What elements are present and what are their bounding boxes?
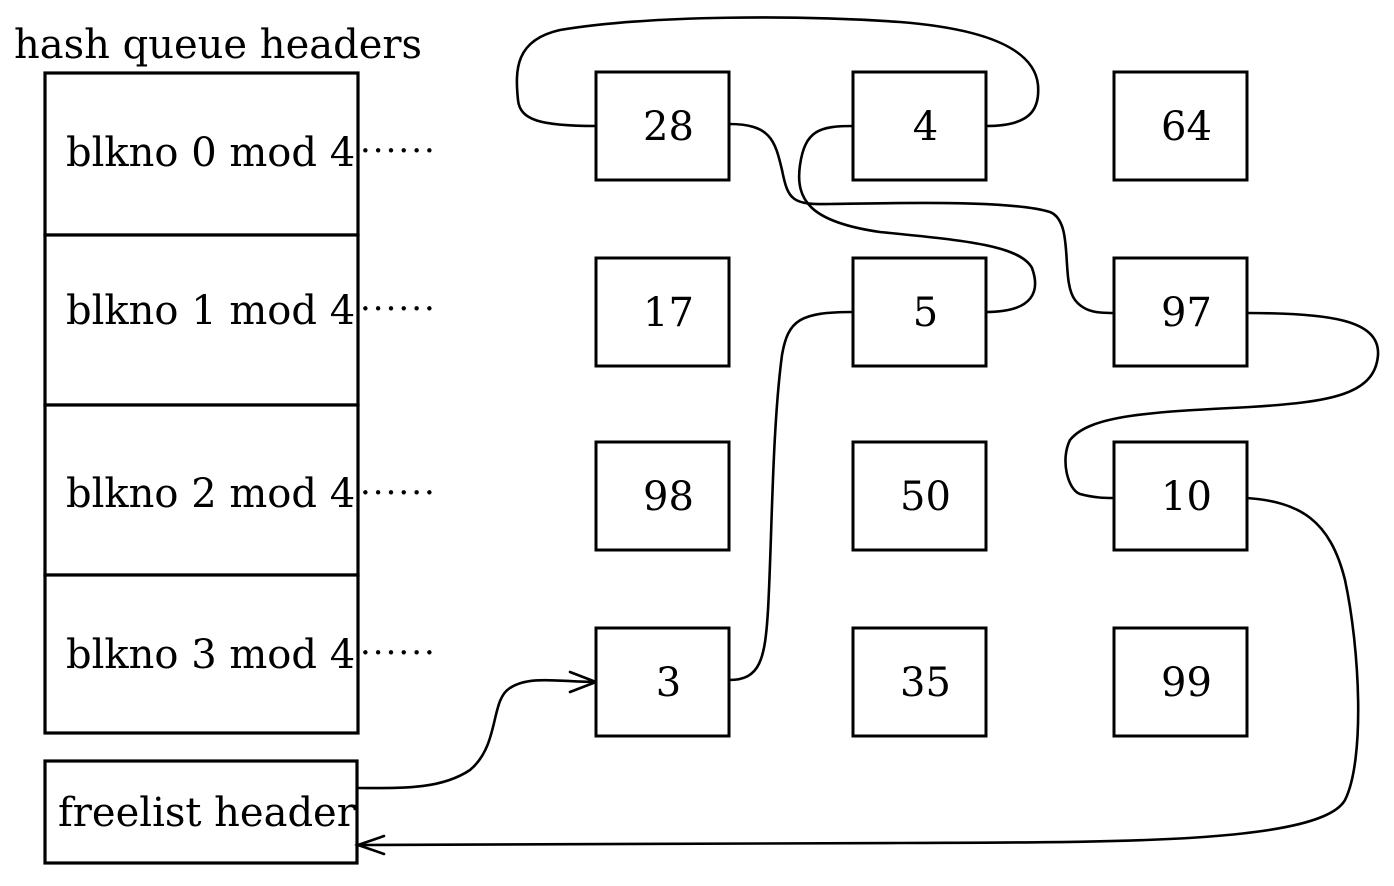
buffer-5: 5 [851, 256, 988, 368]
buffer-block-number: 10 [1161, 474, 1212, 520]
hash-queue-header-column: blkno 0 mod 4 blkno 1 mod 4 blkno 2 mod … [43, 71, 437, 735]
hash-queue-headers-title: hash queue headers [14, 22, 422, 68]
hash-header-2 [43, 403, 360, 577]
buffer-box [594, 440, 731, 552]
buffer-box [1112, 70, 1249, 182]
free-link-3-to-5 [727, 310, 855, 682]
free-link-4-to-28 [515, 16, 1040, 128]
hash-header-1 [43, 233, 360, 407]
buffer-98: 98 [594, 440, 731, 552]
buffer-box [851, 626, 988, 738]
buffer-box [594, 70, 731, 182]
freelist-header-label: freelist header [58, 790, 357, 836]
buffer-block-number: 17 [643, 290, 694, 336]
buffer-box [594, 626, 731, 738]
free-list-links [354, 16, 1380, 856]
freelist-header-box [43, 759, 359, 865]
buffer-block-number: 98 [643, 474, 694, 520]
hash-header-1-leader: ······ [360, 289, 437, 329]
buffer-64: 64 [1112, 70, 1249, 182]
buffer-block-number: 4 [913, 104, 938, 150]
hash-header-0-leader: ······ [360, 131, 437, 171]
hash-header-0 [43, 71, 360, 237]
buffer-17: 17 [594, 256, 731, 368]
arrowhead-into-freelist-header [354, 834, 386, 856]
hash-header-2-label: blkno 2 mod 4 [66, 471, 355, 517]
buffer-block-number: 28 [643, 104, 694, 150]
buffer-99: 99 [1112, 626, 1249, 738]
buffer-50: 50 [851, 440, 988, 552]
buffer-block-number: 99 [1161, 660, 1212, 706]
buffer-35: 35 [851, 626, 988, 738]
free-link-97-to-10 [1064, 311, 1380, 500]
buffer-block-number: 35 [900, 660, 951, 706]
buffer-box [1112, 256, 1249, 368]
buffer-box [1112, 440, 1249, 552]
hash-header-1-label: blkno 1 mod 4 [66, 288, 355, 334]
buffer-box [851, 70, 988, 182]
buffer-grid: 28 4 64 17 5 97 98 50 10 3 35 99 [594, 70, 1249, 738]
hash-header-2-leader: ······ [360, 473, 437, 513]
buffer-box [851, 256, 988, 368]
buffer-97: 97 [1112, 256, 1249, 368]
buffer-10: 10 [1112, 440, 1249, 552]
buffer-block-number: 97 [1161, 290, 1212, 336]
free-link-5-to-4 [797, 124, 1037, 314]
free-link-28-to-97 [727, 122, 1116, 315]
buffer-4: 4 [851, 70, 988, 182]
hash-header-3-label: blkno 3 mod 4 [66, 632, 355, 678]
buffer-box [1112, 626, 1249, 738]
buffer-box [851, 440, 988, 552]
buffer-3: 3 [594, 626, 731, 738]
buffer-block-number: 5 [913, 290, 938, 336]
free-link-header-to-3 [355, 678, 598, 790]
buffer-block-number: 50 [900, 474, 951, 520]
hash-header-3-leader: ······ [360, 633, 437, 673]
hash-header-0-label: blkno 0 mod 4 [66, 130, 355, 176]
hash-header-3 [43, 573, 360, 735]
buffer-28: 28 [594, 70, 731, 182]
buffer-block-number: 64 [1161, 104, 1212, 150]
free-link-10-to-header [358, 496, 1360, 847]
buffer-box [594, 256, 731, 368]
buffer-block-number: 3 [656, 660, 681, 706]
